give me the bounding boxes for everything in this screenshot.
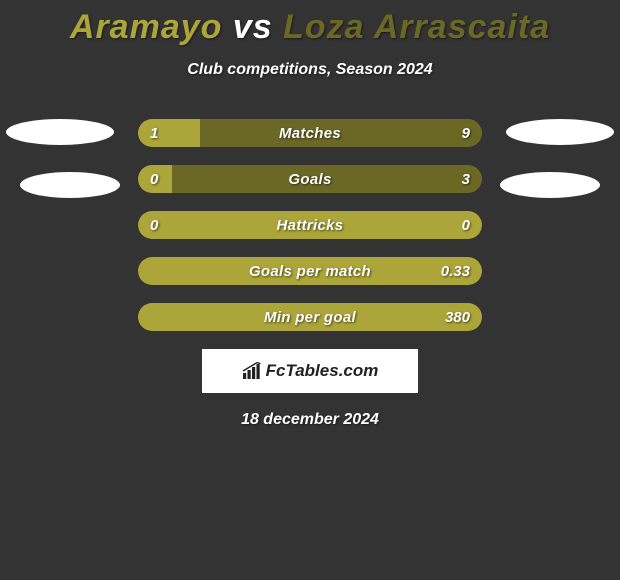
bar-label: Goals xyxy=(138,165,482,193)
chart-area: 1 Matches 9 0 Goals 3 0 Hattricks 0 Goal… xyxy=(0,119,620,331)
avatar-placeholder-right-1 xyxy=(506,119,614,145)
bar-label: Hattricks xyxy=(138,211,482,239)
date-line: 18 december 2024 xyxy=(0,411,620,429)
avatar-placeholder-right-2 xyxy=(500,172,600,198)
logo: FcTables.com xyxy=(242,361,379,381)
bar-value-right: 3 xyxy=(462,165,470,193)
chart-bars-icon xyxy=(242,362,264,380)
bars-container: 1 Matches 9 0 Goals 3 0 Hattricks 0 Goal… xyxy=(138,119,482,331)
bar-row-goals-per-match: Goals per match 0.33 xyxy=(138,257,482,285)
page-title: Aramayo vs Loza Arrascaita xyxy=(0,0,620,47)
logo-box: FcTables.com xyxy=(202,349,418,393)
bar-value-right: 0.33 xyxy=(441,257,470,285)
title-player1: Aramayo xyxy=(70,8,223,46)
bar-row-min-per-goal: Min per goal 380 xyxy=(138,303,482,331)
bar-row-matches: 1 Matches 9 xyxy=(138,119,482,147)
title-vs: vs xyxy=(233,8,273,46)
bar-row-hattricks: 0 Hattricks 0 xyxy=(138,211,482,239)
logo-text: FcTables.com xyxy=(266,361,379,381)
bar-value-right: 0 xyxy=(462,211,470,239)
bar-label: Min per goal xyxy=(138,303,482,331)
bar-value-right: 380 xyxy=(445,303,470,331)
avatar-placeholder-left-1 xyxy=(6,119,114,145)
bar-label: Goals per match xyxy=(138,257,482,285)
bar-row-goals: 0 Goals 3 xyxy=(138,165,482,193)
title-player2: Loza Arrascaita xyxy=(283,8,550,46)
avatar-placeholder-left-2 xyxy=(20,172,120,198)
bar-label: Matches xyxy=(138,119,482,147)
subtitle: Club competitions, Season 2024 xyxy=(0,61,620,79)
bar-value-right: 9 xyxy=(462,119,470,147)
